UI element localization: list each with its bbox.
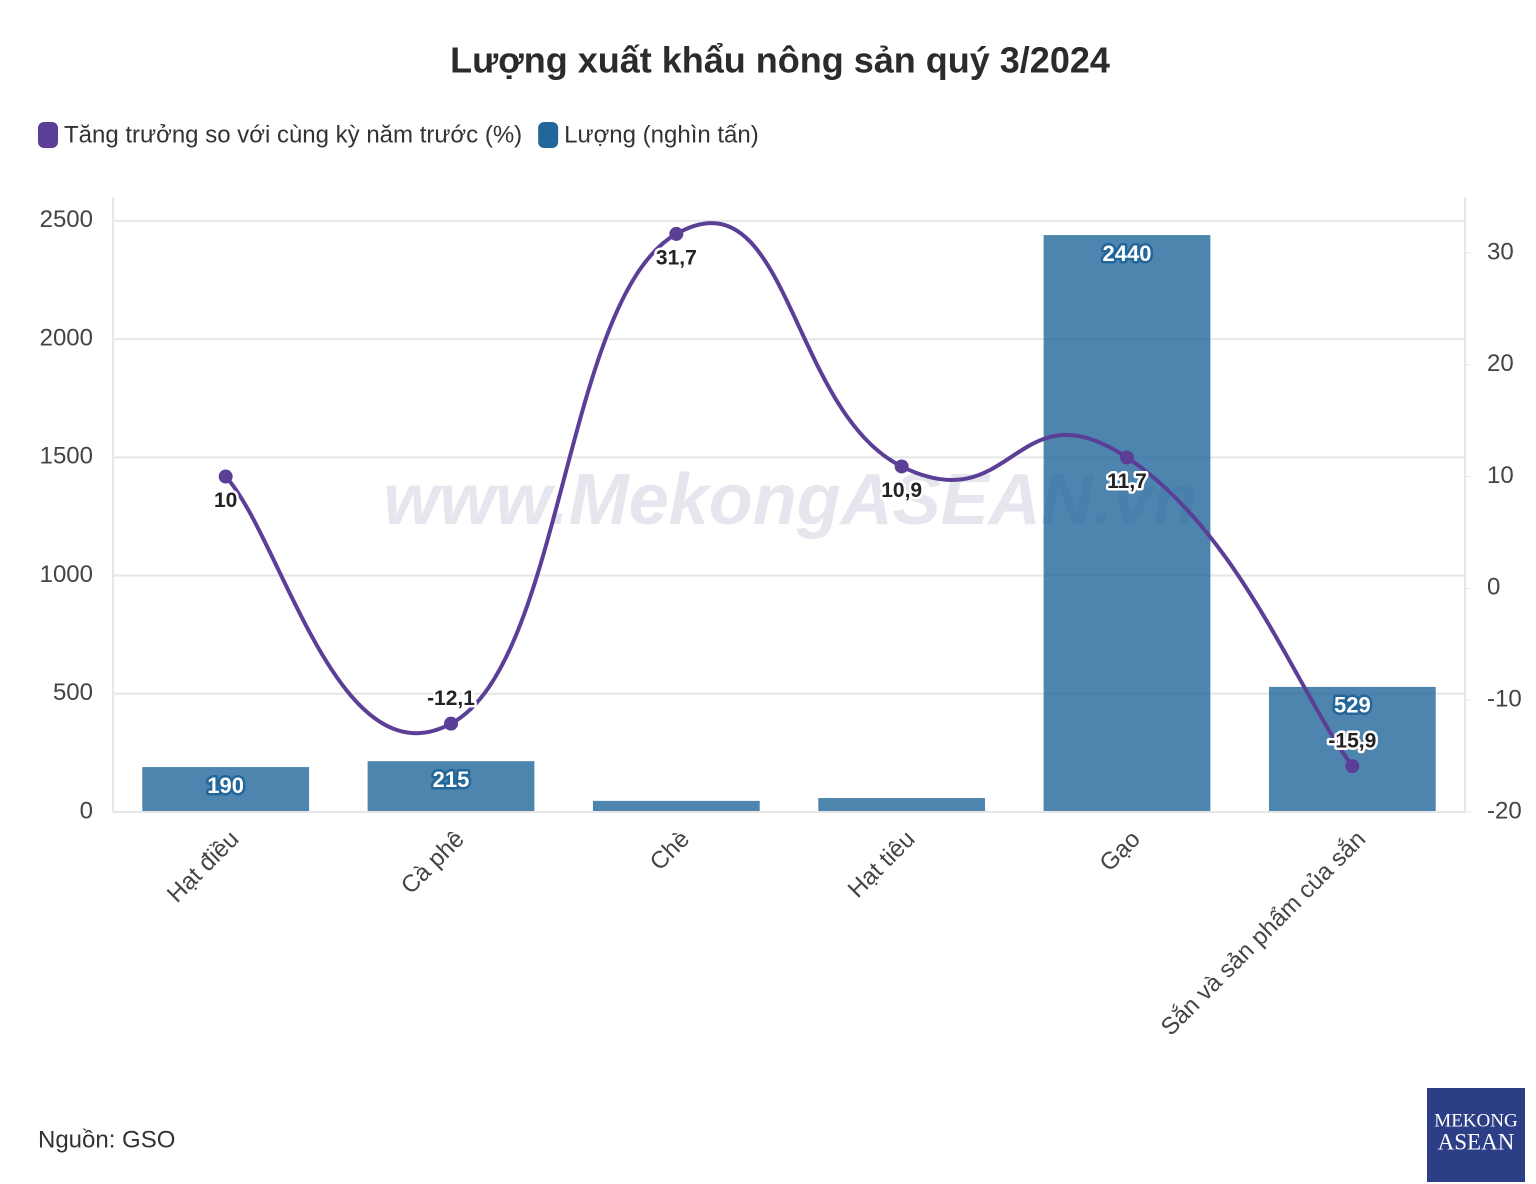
- line-label: 31,7: [656, 246, 697, 269]
- bar-label: 215: [433, 767, 470, 792]
- legend-label: Tăng trưởng so với cùng kỳ năm trước (%): [64, 121, 522, 148]
- y-tick-label: 2000: [40, 324, 93, 351]
- line-label-halo: -12,1: [427, 687, 475, 710]
- x-tick-label: Hạt điều: [162, 826, 244, 908]
- y2-tick-label: 20: [1487, 350, 1514, 377]
- chart-title: Lượng xuất khẩu nông sản quý 3/2024: [450, 40, 1110, 81]
- line-label-halo: 10,9: [881, 479, 922, 502]
- bar: [367, 761, 535, 812]
- bar-label-halo: 190: [207, 773, 244, 798]
- x-tick-label: Chè: [645, 826, 695, 876]
- line-label: 11,7: [1107, 470, 1147, 493]
- y2-tick-label: 0: [1487, 574, 1500, 601]
- bar: [1268, 686, 1436, 812]
- logo-line: MEKONG: [1434, 1110, 1518, 1131]
- y-tick-label: 500: [53, 679, 93, 706]
- line-point: [218, 469, 233, 484]
- x-tick-label: Sắn và sản phẩm của sắn: [1156, 826, 1371, 1041]
- legend-swatch: [38, 122, 58, 148]
- bar-label-halo: 2440: [1103, 241, 1152, 266]
- y-tick-label: 1500: [40, 443, 93, 470]
- line-point: [894, 459, 909, 474]
- y-tick-label: 1000: [40, 561, 93, 588]
- x-tick-label: Gạo: [1095, 826, 1146, 877]
- y-tick-label: 2500: [40, 206, 93, 233]
- source: Nguồn: GSO: [38, 1126, 175, 1153]
- bar: [818, 798, 986, 812]
- line-point: [1345, 759, 1360, 774]
- line-point: [444, 716, 458, 731]
- legend-label: Lượng (nghìn tấn): [564, 121, 759, 148]
- bar-label: 2440: [1103, 241, 1152, 266]
- x-tick-label: Cà phê: [396, 826, 470, 900]
- line-label-halo: 11,7: [1107, 470, 1147, 493]
- logo-line: ASEAN: [1438, 1129, 1515, 1154]
- bar-label: 190: [207, 773, 244, 798]
- y2-tick-label: -10: [1487, 686, 1522, 713]
- line-label-halo: 10: [214, 489, 237, 512]
- bar: [1043, 235, 1211, 812]
- line-label: -15,9: [1328, 730, 1376, 753]
- bar-label: 529: [1334, 693, 1371, 718]
- y-tick-label: 0: [80, 797, 93, 824]
- bar-label-halo: 529: [1334, 693, 1371, 718]
- line-label: 10,9: [881, 479, 922, 502]
- x-tick-label: Hạt tiêu: [843, 826, 921, 904]
- line-label-halo: 31,7: [656, 246, 697, 269]
- y2-tick-label: 10: [1487, 462, 1514, 489]
- bar-label-halo: 215: [433, 767, 470, 792]
- bar: [592, 800, 760, 812]
- line-label: 10: [214, 489, 237, 512]
- bar: [142, 767, 310, 812]
- line-point: [1120, 450, 1134, 465]
- line: [224, 221, 1354, 768]
- line-label-halo: -15,9: [1328, 730, 1376, 753]
- line-point: [669, 226, 684, 241]
- y2-tick-label: 30: [1487, 238, 1514, 265]
- line-label: -12,1: [427, 687, 475, 710]
- legend-swatch: [538, 122, 559, 148]
- y2-tick-label: -20: [1487, 797, 1522, 824]
- logo-box: [1427, 1088, 1525, 1182]
